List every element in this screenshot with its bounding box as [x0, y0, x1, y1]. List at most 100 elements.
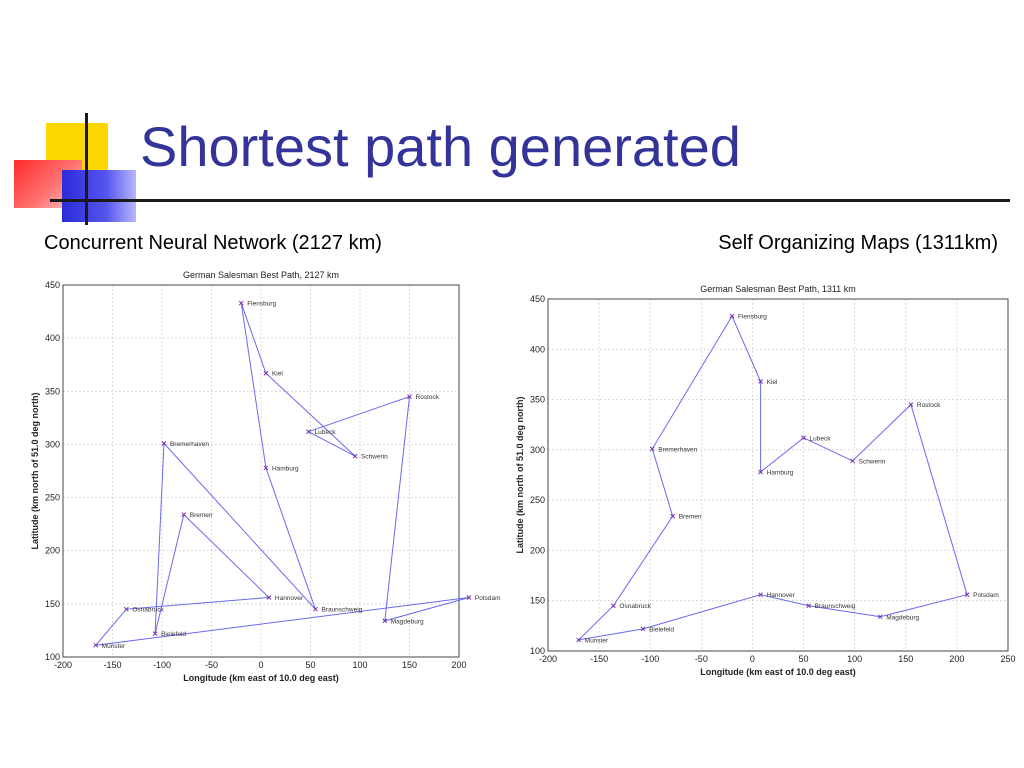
city-marker-bielefeld	[640, 626, 646, 632]
x-tick-label: 100	[847, 654, 862, 664]
x-tick-label: -100	[641, 654, 659, 664]
y-tick-label: 100	[45, 652, 60, 662]
city-marker-bremerhaven	[649, 446, 655, 452]
city-label: Potsdam	[475, 595, 501, 602]
city-label: Braunschweig	[321, 607, 362, 614]
x-tick-label: -150	[590, 654, 608, 664]
city-label: Munster	[585, 637, 609, 644]
y-tick-label: 450	[45, 280, 60, 290]
y-tick-label: 250	[45, 493, 60, 503]
y-tick-label: 200	[45, 546, 60, 556]
city-label: Lubeck	[810, 435, 832, 442]
y-tick-label: 350	[530, 395, 545, 405]
tour-path	[577, 315, 968, 641]
city-marker-lubeck	[801, 435, 806, 441]
y-tick-label: 200	[530, 545, 545, 555]
x-tick-label: 150	[898, 654, 913, 664]
city-label: Magdeburg	[886, 614, 919, 621]
city-marker-magdeburg	[382, 618, 388, 624]
city-marker-hamburg	[263, 465, 269, 471]
city-label: Osnabruck	[619, 603, 651, 610]
y-tick-label: 250	[530, 495, 545, 505]
x-axis-label: Longitude (km east of 10.0 deg east)	[183, 673, 339, 683]
city-marker-braunschweig	[806, 603, 812, 609]
city-marker-hamburg	[758, 469, 763, 475]
y-tick-label: 300	[530, 445, 545, 455]
city-label: Hamburg	[272, 465, 299, 472]
x-tick-label: 150	[402, 660, 417, 670]
x-tick-label: 200	[949, 654, 964, 664]
x-tick-label: -100	[153, 660, 171, 670]
city-marker-rostock	[407, 394, 412, 399]
x-tick-label: -50	[205, 660, 218, 670]
y-tick-label: 150	[530, 596, 545, 606]
city-marker-munster	[93, 642, 99, 648]
city-marker-osnabruck	[611, 603, 616, 609]
y-tick-label: 350	[45, 386, 60, 396]
city-marker-kiel	[758, 379, 763, 384]
city-label: Bremen	[190, 512, 213, 519]
y-tick-label: 400	[530, 344, 545, 354]
city-label: Bremerhaven	[658, 446, 697, 453]
y-axis-label: Latitude (km north of 51.0 deg north)	[30, 392, 40, 549]
city-label: Braunschweig	[815, 603, 856, 610]
city-marker-bremen	[670, 513, 676, 519]
chart-som-path: German Salesman Best Path, 1311 km -200 -1…	[515, 284, 1016, 677]
city-label: Flensburg	[738, 314, 767, 321]
plot-frame	[547, 298, 1009, 652]
city-marker-magdeburg	[877, 614, 883, 620]
x-tick-label: 0	[258, 660, 263, 670]
x-tick-label: 0	[750, 654, 755, 664]
chart-cnn-path: German Salesman Best Path, 2127 km -200 -1…	[30, 270, 501, 683]
city-label: Schwerin	[361, 454, 388, 461]
city-label: Hamburg	[767, 469, 794, 476]
y-axis-label: Latitude (km north of 51.0 deg north)	[515, 396, 525, 553]
title-underline	[50, 199, 1010, 202]
city-marker-potsdam	[466, 595, 472, 600]
y-tick-label: 150	[45, 599, 60, 609]
city-label: Hannover	[275, 595, 304, 602]
city-marker-lubeck	[306, 429, 311, 435]
x-tick-label: -50	[695, 654, 708, 664]
slide-title: Shortest path generated	[140, 115, 741, 178]
city-label: Flensburg	[247, 301, 276, 308]
city-label: Bielefeld	[649, 626, 674, 633]
city-label: Bremen	[679, 514, 702, 521]
city-label: Schwerin	[859, 458, 886, 465]
y-tick-label: 450	[530, 294, 545, 304]
city-marker-munster	[576, 637, 582, 643]
caption-self-organizing-maps: Self Organizing Maps (1311km)	[718, 232, 998, 254]
city-marker-bielefeld	[152, 631, 158, 636]
x-axis-label: Longitude (km east of 10.0 deg east)	[700, 667, 856, 677]
city-marker-braunschweig	[313, 606, 318, 612]
city-label: Munster	[102, 643, 126, 650]
city-marker-rostock	[908, 402, 914, 407]
decor-blue-square	[62, 170, 136, 222]
city-marker-schwerin	[352, 453, 358, 459]
city-marker-bremerhaven	[161, 441, 167, 446]
city-marker-flensburg	[238, 300, 244, 306]
x-tick-label: 50	[305, 660, 315, 670]
plot-frame	[62, 284, 460, 658]
plot-title: German Salesman Best Path, 2127 km	[183, 270, 339, 280]
x-tick-label: -200	[539, 654, 557, 664]
caption-concurrent-neural-network: Concurrent Neural Network (2127 km)	[44, 232, 382, 254]
city-label: Kiel	[272, 371, 283, 378]
y-tick-label: 400	[45, 333, 60, 343]
city-label: Osnabruck	[132, 607, 164, 614]
city-marker-schwerin	[850, 458, 855, 464]
city-label: Potsdam	[973, 592, 999, 599]
city-label: Bielefeld	[161, 631, 186, 638]
city-marker-osnabruck	[124, 606, 129, 612]
city-label: Kiel	[767, 379, 778, 386]
city-label: Lubeck	[315, 429, 337, 436]
city-label: Bremerhaven	[170, 441, 209, 448]
x-tick-label: 50	[799, 654, 809, 664]
city-label: Rostock	[416, 394, 440, 401]
x-tick-label: 250	[1000, 654, 1015, 664]
x-tick-label: 100	[352, 660, 367, 670]
city-label: Magdeburg	[391, 618, 424, 625]
city-marker-flensburg	[729, 313, 735, 319]
tour-path	[94, 302, 470, 646]
y-tick-label: 100	[530, 646, 545, 656]
